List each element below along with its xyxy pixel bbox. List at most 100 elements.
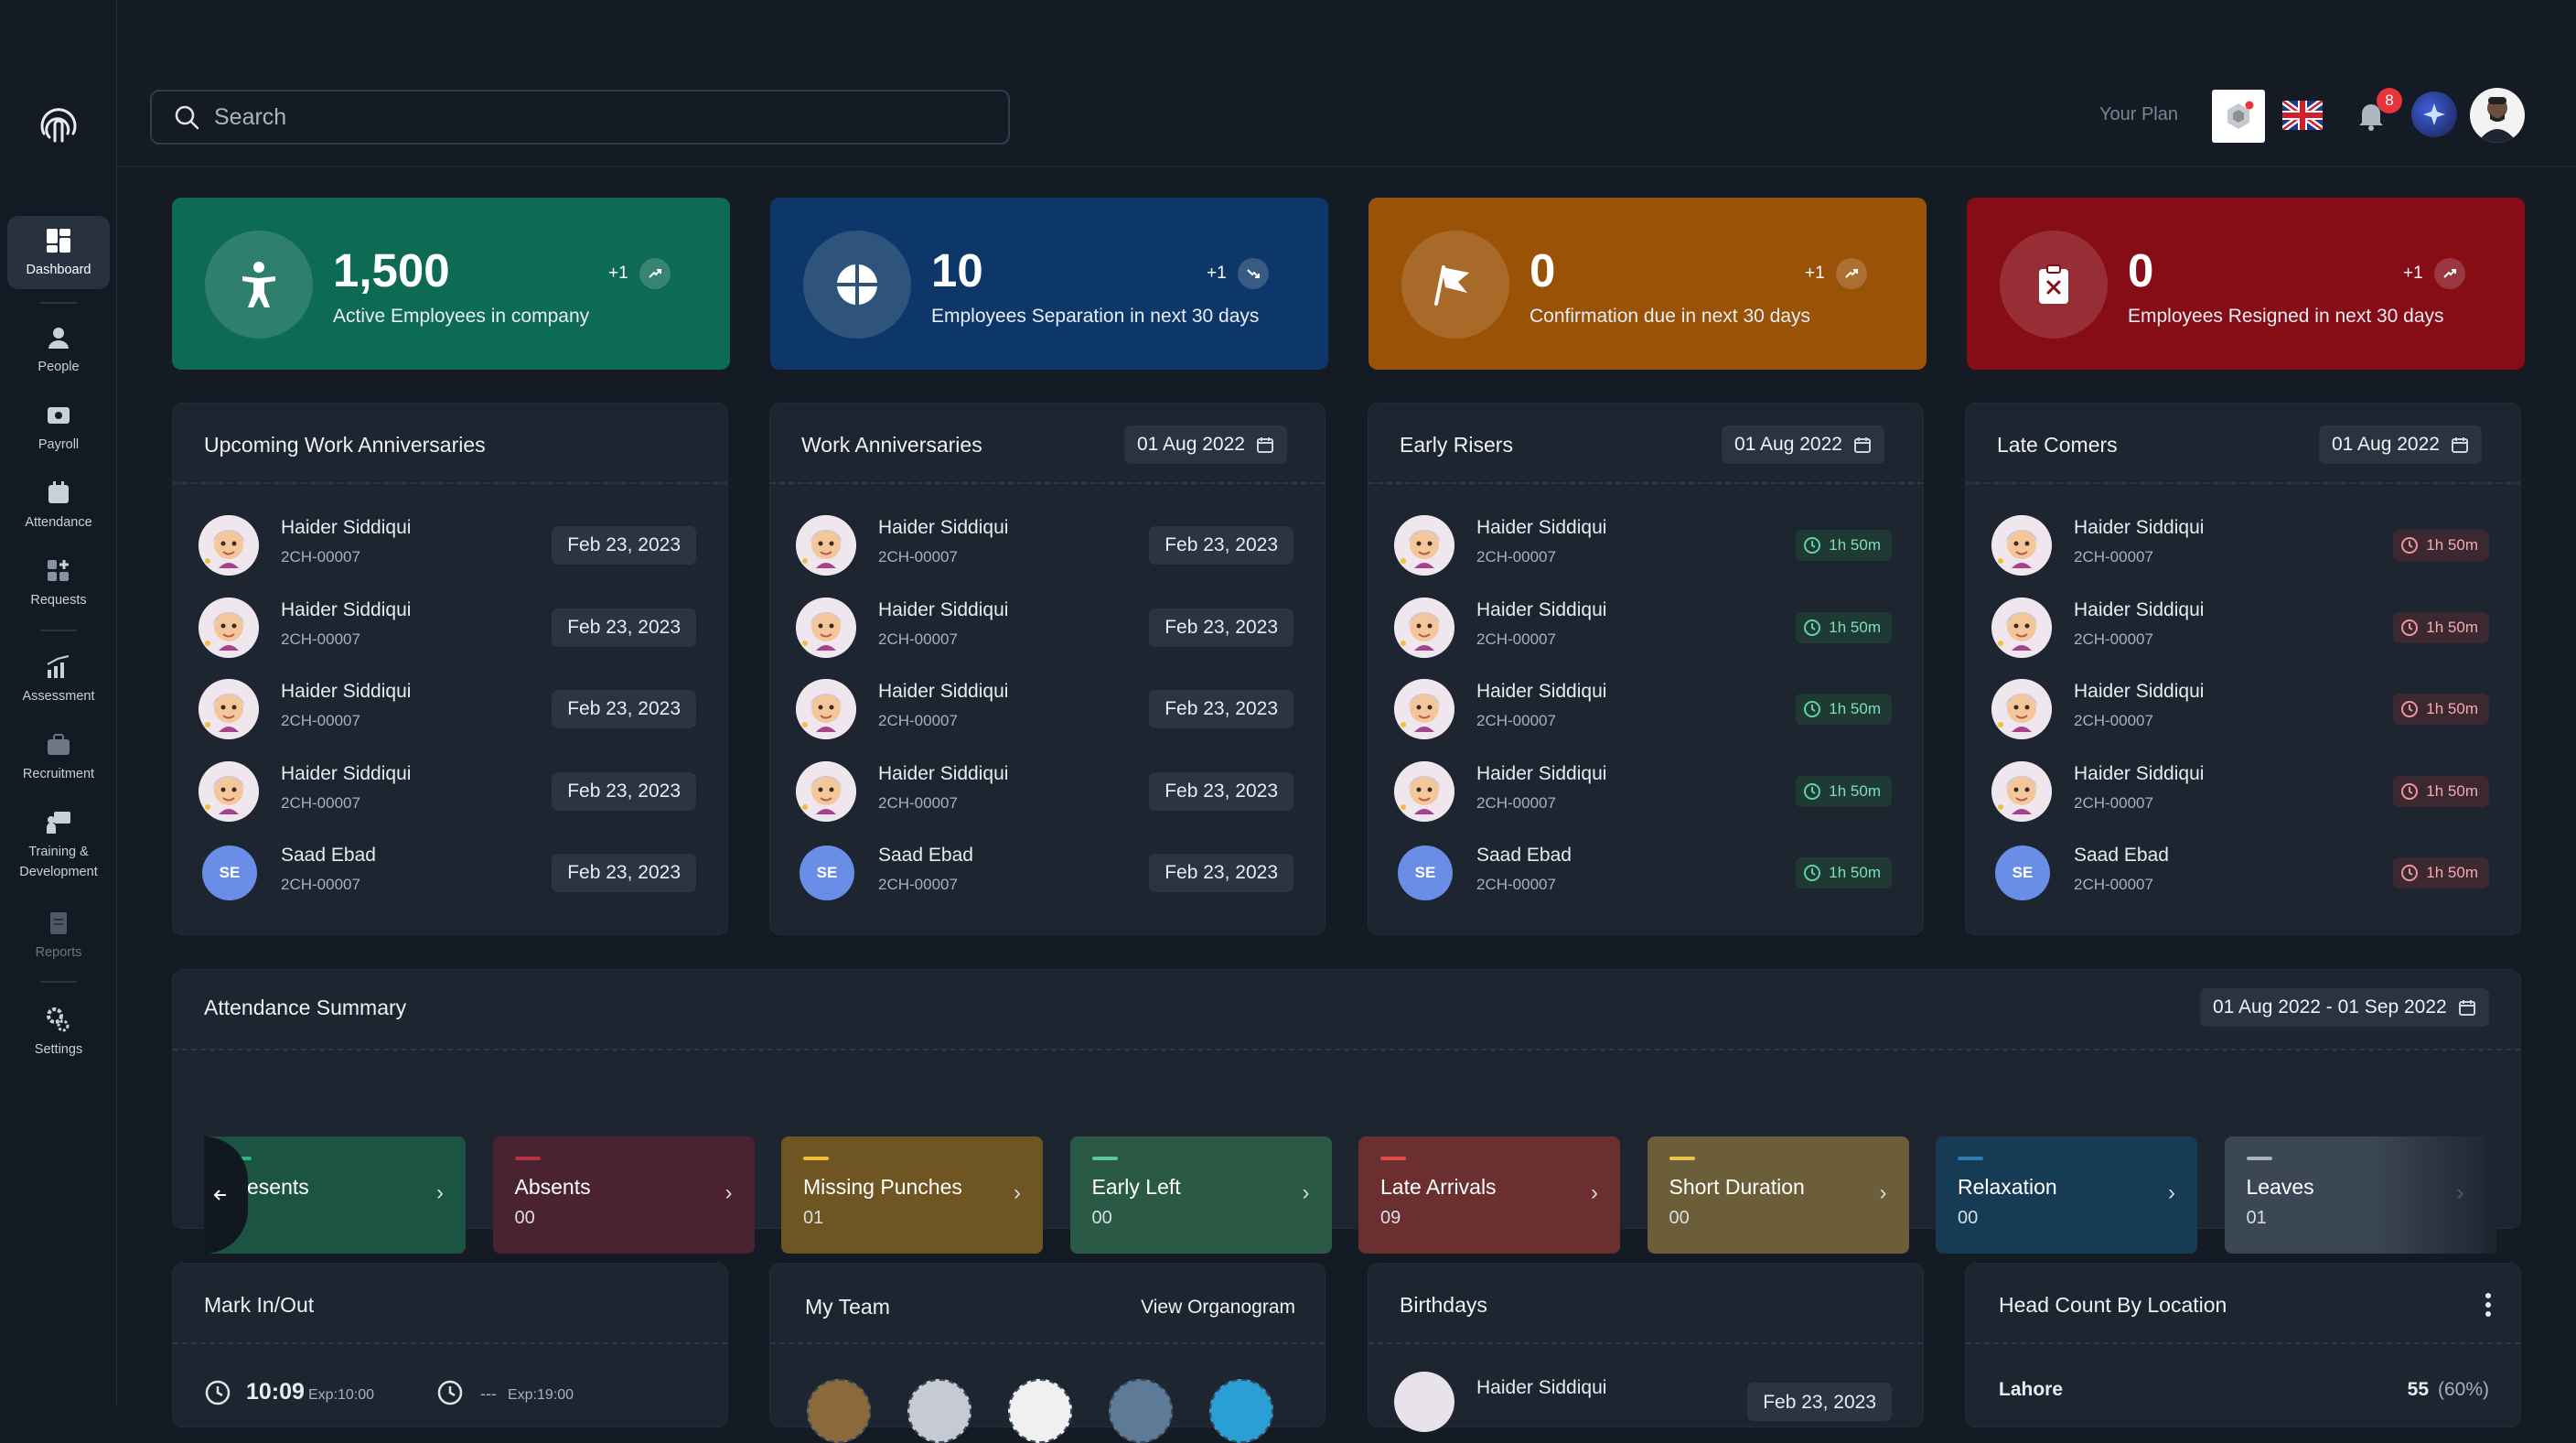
view-organogram-link[interactable]: View Organogram: [1141, 1297, 1295, 1318]
employee-name: Haider Siddiqui: [2074, 517, 2205, 538]
sidebar-item-recruitment[interactable]: Recruitment: [7, 729, 110, 784]
employee-id: 2CH-00007: [2074, 876, 2153, 893]
date-value: 01 Aug 2022: [1734, 434, 1842, 455]
attendance-summary-panel: Attendance Summary 01 Aug 2022 - 01 Sep …: [172, 969, 2521, 1254]
employee-id: 2CH-00007: [2074, 712, 2153, 729]
stat-card-confirmation[interactable]: 0 Confirmation due in next 30 days +1: [1368, 198, 1927, 370]
panel-title: Late Comers: [1997, 433, 2118, 457]
attendance-tile-missing-punches[interactable]: Missing Punches 01 ›: [781, 1136, 1043, 1254]
list-item[interactable]: Haider Siddiqui 2CH-00007 Feb 23, 2023: [199, 760, 696, 822]
list-item[interactable]: Haider Siddiqui 2CH-00007 1h 50m: [1991, 597, 2489, 658]
mark-in-out-panel: Mark In/Out 10:09 Exp:10:00 --- Exp:19:0…: [172, 1263, 728, 1427]
list-item[interactable]: SE Saad Ebad 2CH-00007 1h 50m: [1394, 843, 1892, 903]
search-input[interactable]: [214, 103, 964, 131]
list-item[interactable]: Haider Siddiqui 2CH-00007 Feb 23, 2023: [796, 760, 1293, 822]
plan-badge-button[interactable]: [2212, 90, 2265, 143]
duration-value: 1h 50m: [1829, 781, 1881, 800]
workspace-globe-icon[interactable]: [2411, 92, 2457, 137]
attendance-tile-early-left[interactable]: Early Left 00 ›: [1069, 1136, 1332, 1254]
list-item[interactable]: Haider Siddiqui 2CH-00007 1h 50m: [1991, 679, 2489, 739]
list-item[interactable]: Haider Siddiqui 2CH-00007 1h 50m: [1394, 679, 1892, 739]
sidebar-item-reports[interactable]: Reports: [7, 908, 110, 963]
trend-up-icon: [2433, 258, 2465, 289]
search-bar[interactable]: [150, 90, 1010, 145]
list-item[interactable]: Haider Siddiqui 2CH-00007 1h 50m: [1394, 515, 1892, 576]
stat-card-resigned[interactable]: 0 Employees Resigned in next 30 days +1: [1967, 198, 2525, 370]
clock-icon: [2401, 537, 2419, 554]
sidebar-item-payroll[interactable]: Payroll: [7, 400, 110, 455]
date-picker[interactable]: 01 Aug 2022: [1722, 425, 1884, 464]
list-item[interactable]: Haider Siddiqui 2CH-00007 Feb 23, 2023: [796, 679, 1293, 739]
chevron-right-icon: ›: [1014, 1180, 1021, 1205]
stat-label: Confirmation due in next 30 days: [1530, 306, 1811, 327]
list-item[interactable]: Haider Siddiqui 2CH-00007 1h 50m: [1991, 515, 2489, 576]
employee-id: 2CH-00007: [1476, 548, 1556, 565]
tile-label: Leaves: [2246, 1175, 2314, 1199]
sidebar-item-assessment[interactable]: Assessment: [7, 652, 110, 706]
bell-icon[interactable]: [2353, 97, 2389, 134]
avatar: [1394, 679, 1454, 739]
settings-icon: [43, 1005, 74, 1036]
avatar: SE: [202, 845, 257, 900]
clock-icon: [1804, 865, 1821, 881]
list-item[interactable]: Haider Siddiqui 2CH-00007 Feb 23, 2023: [796, 515, 1293, 576]
more-options-icon[interactable]: [2484, 1291, 2493, 1319]
accent-bar: [1669, 1157, 1695, 1160]
upcoming-anniversaries-panel: Upcoming Work Anniversaries Haider Siddi…: [172, 403, 728, 935]
late-comers-panel: Late Comers 01 Aug 2022 Haider Siddiqui 2…: [1965, 403, 2521, 935]
stat-card-separation[interactable]: 10 Employees Separation in next 30 days …: [770, 198, 1328, 370]
duration-badge: 1h 50m: [1796, 611, 1892, 643]
date-range-picker[interactable]: 01 Aug 2022 - 01 Sep 2022: [2200, 988, 2489, 1027]
team-member-avatar[interactable]: [907, 1379, 971, 1443]
sidebar-item-dashboard[interactable]: Dashboard: [7, 216, 110, 289]
employee-id: 2CH-00007: [1476, 630, 1556, 648]
avatar: [1991, 679, 2052, 739]
list-item[interactable]: SE Saad Ebad 2CH-00007 Feb 23, 2023: [796, 843, 1293, 903]
list-item[interactable]: Haider Siddiqui 2CH-00007 1h 50m: [1394, 597, 1892, 658]
attendance-tile-relaxation[interactable]: Relaxation 00 ›: [1936, 1136, 2197, 1254]
trend-up-icon: [1835, 258, 1867, 289]
anniversary-date: Feb 23, 2023: [552, 526, 696, 565]
list-item[interactable]: Haider Siddiqui 2CH-00007 1h 50m: [1394, 760, 1892, 822]
duration-badge: 1h 50m: [1796, 857, 1892, 888]
duration-value: 1h 50m: [1829, 864, 1881, 881]
attendance-tile-short-duration[interactable]: Short Duration 00 ›: [1647, 1136, 1909, 1254]
list-item[interactable]: SE Saad Ebad 2CH-00007 1h 50m: [1991, 843, 2489, 903]
sidebar-item-attendance[interactable]: Attendance: [7, 478, 110, 533]
anniversary-date: Feb 23, 2023: [552, 771, 696, 811]
trend-down-icon: [1237, 258, 1269, 289]
attendance-tile-late-arrivals[interactable]: Late Arrivals 09 ›: [1358, 1136, 1620, 1254]
list-item[interactable]: Haider Siddiqui 2CH-00007 1h 50m: [1991, 760, 2489, 822]
stat-card-active-employees[interactable]: 1,500 Active Employees in company +1: [172, 198, 730, 370]
list-item[interactable]: Haider Siddiqui 2CH-00007 Feb 23, 2023: [199, 679, 696, 739]
birthday-date: Feb 23, 2023: [1747, 1383, 1892, 1421]
sidebar-item-people[interactable]: People: [7, 322, 110, 377]
duration-badge: 1h 50m: [2393, 694, 2489, 725]
date-picker[interactable]: 01 Aug 2022: [1124, 425, 1287, 464]
team-member-avatar[interactable]: [1209, 1379, 1273, 1443]
attendance-tile-absents[interactable]: Absents 00 ›: [492, 1136, 755, 1254]
user-avatar[interactable]: [2470, 88, 2525, 143]
tile-label: Absents: [514, 1175, 591, 1199]
list-item[interactable]: Haider Siddiqui 2CH-00007 Feb 23, 2023: [796, 597, 1293, 658]
list-item[interactable]: Haider Siddiqui 2CH-00007 Feb 23, 2023: [199, 515, 696, 576]
mark-in-time: 10:09: [246, 1379, 305, 1405]
pie-chart-icon: [803, 231, 911, 339]
team-member-avatar[interactable]: [1109, 1379, 1173, 1443]
list-item[interactable]: Haider Siddiqui 2CH-00007 Feb 23, 2023: [199, 597, 696, 658]
tile-label: Late Arrivals: [1380, 1175, 1497, 1199]
dashboard-icon: [43, 225, 74, 256]
location-percent: (60%): [2437, 1379, 2489, 1400]
team-member-avatar[interactable]: [807, 1379, 871, 1443]
stat-label: Employees Separation in next 30 days: [931, 306, 1260, 327]
employee-id: 2CH-00007: [878, 876, 958, 893]
sidebar-item-settings[interactable]: Settings: [7, 1005, 110, 1060]
duration-value: 1h 50m: [1829, 536, 1881, 554]
date-picker[interactable]: 01 Aug 2022: [2319, 425, 2482, 464]
sidebar-item-requests[interactable]: Requests: [7, 555, 110, 610]
list-item[interactable]: SE Saad Ebad 2CH-00007 Feb 23, 2023: [199, 843, 696, 903]
team-member-avatar[interactable]: [1008, 1379, 1072, 1443]
sidebar-item-training[interactable]: Training & Development: [7, 807, 110, 882]
uk-flag-icon[interactable]: [2282, 101, 2323, 130]
sidebar-item-label: Reports: [35, 945, 82, 960]
